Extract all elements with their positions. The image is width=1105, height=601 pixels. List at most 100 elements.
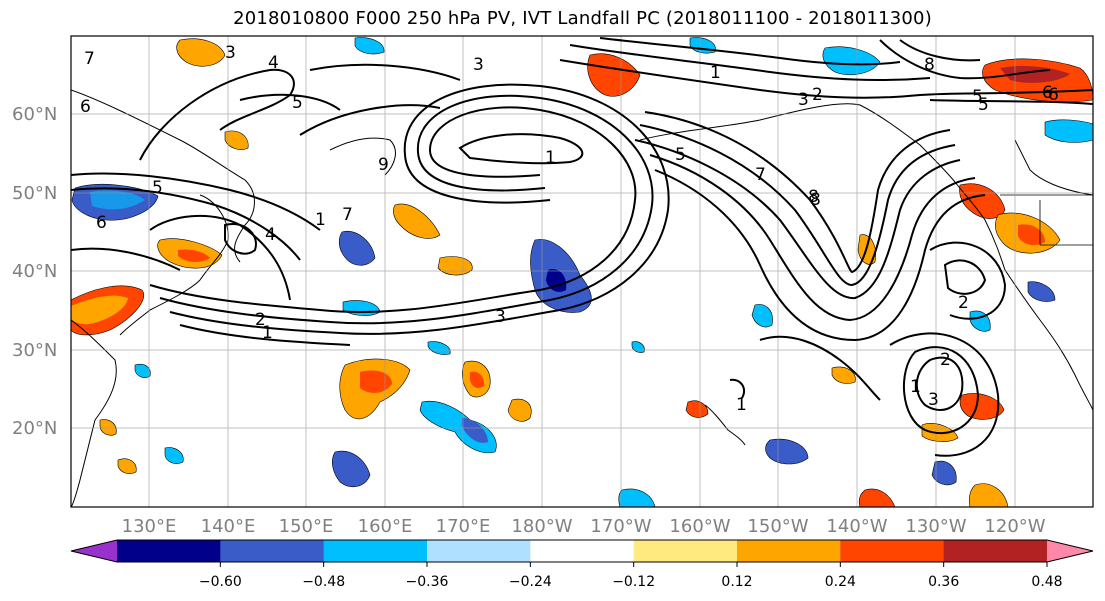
colorbar-cells <box>70 539 1094 563</box>
coastlines <box>71 89 1093 507</box>
lon-label: 140°E <box>201 516 256 537</box>
colorbar-cell <box>530 540 635 562</box>
pv-anomaly-positive <box>959 183 1006 219</box>
map-title: 2018010800 F000 250 hPa PV, IVT Landfall… <box>233 8 932 29</box>
latitude-labels: 60°N 50°N 40°N 30°N 20°N <box>12 104 57 439</box>
lon-label: 170°W <box>590 516 651 537</box>
lon-label: 170°E <box>436 516 491 537</box>
colorbar-tick-label: −0.12 <box>612 574 655 590</box>
contour-label: 9 <box>378 155 389 175</box>
lon-label: 140°W <box>826 516 887 537</box>
contour-label: 8 <box>924 55 935 75</box>
pv-anomaly-positive <box>1018 224 1045 246</box>
pv-anomaly-negative <box>822 46 881 75</box>
coastline-hawaii <box>704 404 746 446</box>
contour-label: 8 <box>808 187 819 207</box>
contour-label: 6 <box>1042 83 1053 103</box>
colorbar-cell <box>117 540 221 562</box>
ivt-contour-line <box>879 39 1051 80</box>
colorbar-cell <box>840 540 945 562</box>
ivt-contour-line <box>71 172 321 231</box>
contour-label: 6 <box>96 213 107 233</box>
ivt-contour-line <box>634 139 961 300</box>
contour-label: 3 <box>495 307 506 327</box>
contour-label: 2 <box>958 293 969 313</box>
lon-label: 130°W <box>905 516 966 537</box>
pv-anomaly-negative <box>765 438 809 465</box>
contour-label: 3 <box>928 390 939 410</box>
ivt-contour-line <box>644 111 951 274</box>
lon-label: 150°E <box>279 516 334 537</box>
contour-label: 5 <box>152 178 163 198</box>
contour-label: 7 <box>755 165 766 185</box>
pv-anomaly-negative <box>331 450 371 488</box>
ivt-contour-line <box>889 332 1000 457</box>
lon-label: 130°E <box>122 516 177 537</box>
colorbar-cell <box>323 540 428 562</box>
contour-label: 5 <box>292 93 303 113</box>
colorbar-cell <box>633 540 738 562</box>
ivt-contour-line <box>649 154 976 322</box>
ivt-contour-line <box>654 169 986 342</box>
coastline-japan <box>119 194 229 336</box>
contour-label: 1 <box>910 377 921 397</box>
contour-label: 3 <box>798 90 809 110</box>
lon-label: 180°W <box>511 516 572 537</box>
contour-label: 1 <box>710 63 721 83</box>
contour-labels: 7 3 4 3 5 6 5 1 3 1 2 8 5 6 6 9 5 1 7 1 <box>80 43 1059 415</box>
pv-anomaly-positive <box>1000 66 1070 83</box>
ivt-contour-line <box>149 106 637 313</box>
coastline-alaska <box>639 103 956 183</box>
lat-label: 30°N <box>12 340 57 361</box>
ivt-contour-line <box>159 94 654 325</box>
pv-anomaly-negative <box>546 269 567 292</box>
contour-label: 4 <box>265 225 276 245</box>
contour-label: 7 <box>342 205 353 225</box>
contour-label: 6 <box>80 97 91 117</box>
ivt-contour-line <box>239 93 341 111</box>
coastline-asia <box>71 89 255 263</box>
gridlines <box>71 36 1093 507</box>
ivt-contour-line <box>179 324 351 346</box>
pv-anomaly-positive <box>178 249 210 262</box>
ivt-contour-line <box>559 59 1093 99</box>
map-plot-area: 7 3 4 3 5 6 5 1 3 1 2 8 5 6 6 9 5 1 7 1 <box>70 35 1094 508</box>
ivt-contour-line <box>899 39 981 62</box>
colorbar-tick-label: −0.60 <box>199 574 242 590</box>
coastline-kamchatka <box>329 137 396 176</box>
pv-anomaly-positive <box>858 488 896 507</box>
map-frame <box>70 35 1094 508</box>
coastline-canada <box>1014 139 1093 196</box>
colorbar-cell <box>427 540 531 562</box>
contour-label: 1 <box>262 323 273 343</box>
pv-anomaly-negative <box>354 37 385 55</box>
ivt-contour-line <box>929 241 1007 320</box>
colorbar-arrow-max <box>1047 540 1093 562</box>
pv-anomaly-negative <box>134 363 151 378</box>
colorbar-arrow-min <box>71 540 117 562</box>
pv-anomaly-positive <box>968 483 1009 507</box>
contour-label: 2 <box>255 310 266 330</box>
lat-label: 20°N <box>12 418 57 439</box>
colorbar-tick-label: −0.36 <box>406 574 449 590</box>
ivt-contour-line <box>71 187 301 261</box>
pv-anomaly-positive <box>176 38 226 67</box>
colorbar-tick-label: 0.12 <box>721 574 752 590</box>
ivt-contours <box>71 37 1093 457</box>
ivt-contour-line <box>639 124 956 287</box>
coastline-china <box>71 319 117 507</box>
pv-anomaly-negative <box>751 304 773 328</box>
pv-anomaly-negative <box>90 190 145 210</box>
ivt-contour-line <box>299 104 441 136</box>
lon-label: 160°E <box>358 516 413 537</box>
ivt-contour-line <box>759 335 881 401</box>
colorbar-ticks: −0.60 −0.48 −0.36 −0.24 −0.12 0.12 0.24 0.36 0.4… <box>199 562 1063 590</box>
pv-anomaly-positive <box>393 203 441 239</box>
contour-label: 5 <box>675 145 686 165</box>
contour-label: 5 <box>972 87 983 107</box>
contour-label: 4 <box>268 53 279 73</box>
pv-anomaly-negative <box>338 230 376 266</box>
colorbar-tick-label: 0.36 <box>928 574 959 590</box>
pv-anomaly-negative <box>427 341 451 355</box>
